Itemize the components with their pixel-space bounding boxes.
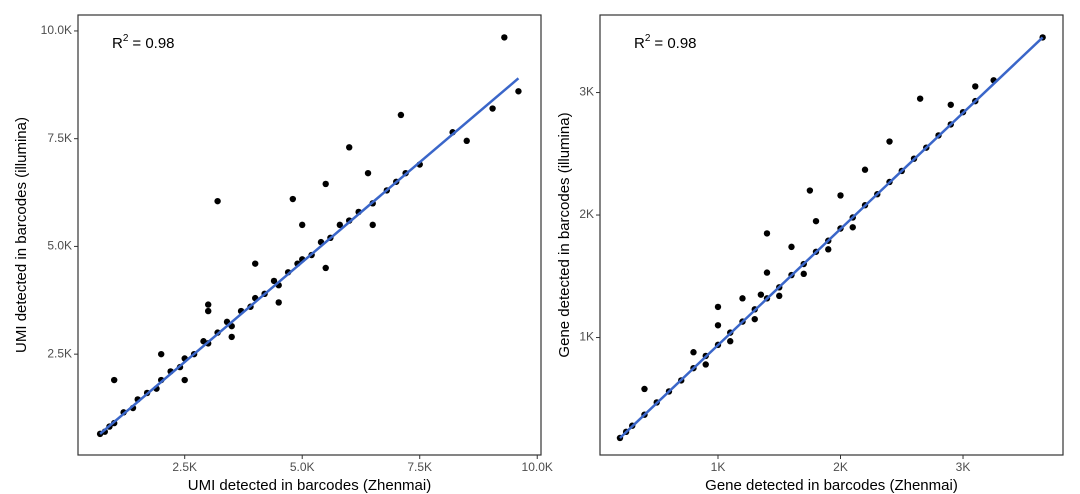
annotation-sup: 2 [123,33,129,44]
point [205,301,212,308]
x-tick-label: 3K [956,460,971,474]
point [916,95,924,102]
y-axis-title: Gene detected in barcodes (illumina) [556,112,573,357]
point [727,338,734,345]
point [886,138,893,145]
point [299,221,306,229]
x-tick-label: 2.5K [172,460,197,474]
x-tick-label: 10.0K [522,460,553,474]
annotation-rest: = 0.98 [654,35,696,52]
point [776,292,783,300]
point [849,224,856,231]
x-axis-title: UMI detected in barcodes (Zhenmai) [188,477,431,494]
point [947,101,954,108]
y-tick-label: 7.5K [47,131,72,145]
annotation: R2 = 0.98 [634,33,697,52]
annotation: R2 = 0.98 [112,33,175,52]
point [336,221,344,229]
point [812,217,820,225]
point [322,180,329,188]
annotation-base: R [112,35,123,52]
annotation-base: R [634,35,645,52]
point [751,315,758,323]
point [501,34,508,41]
point [641,385,648,393]
plot-border [77,14,542,456]
point [228,333,235,341]
panel: 1K 2K 3K 1K 2K 3K R2 = 0.98 Gene detected in bar… [556,14,1064,494]
point [800,270,807,278]
x-tick-label: 5.0K [290,460,315,474]
x-tick-label: 1K [711,460,726,474]
fit-line [99,77,520,435]
y-tick-label: 2.5K [47,346,72,360]
point [181,376,188,384]
point [788,243,795,251]
point [397,111,405,119]
point [861,166,869,173]
point [275,299,282,306]
x-tick-label: 7.5K [407,460,432,474]
point [837,192,844,199]
point [739,295,746,302]
fit-line [619,36,1044,439]
point [714,303,722,311]
point [489,105,496,112]
point [205,307,212,315]
y-tick-label: 10.0K [41,23,72,37]
point [214,197,221,205]
point [690,349,697,356]
point [289,195,297,203]
point [270,277,278,285]
y-tick-label: 5.0K [47,239,72,253]
point [763,269,771,276]
point [346,144,353,151]
annotation-rest: = 0.98 [132,35,174,52]
y-tick-label: 1K [579,330,594,344]
point [757,291,765,298]
point [110,376,118,384]
x-tick-label: 2K [833,460,848,474]
point [702,361,709,368]
point [369,221,376,229]
annotation-sup: 2 [645,33,651,44]
point [825,246,832,253]
point [463,137,470,145]
point [322,264,329,272]
y-axis-title: UMI detected in barcodes (illumina) [13,117,30,353]
y-tick-label: 3K [579,85,594,99]
point [972,83,979,90]
panel: 2.5K 5.0K 7.5K 10.0K 2.5K 5.0K 7.5K 10.0K R2 = 0.… [13,14,553,494]
x-axis-title: Gene detected in barcodes (Zhenmai) [705,477,958,494]
point [763,230,771,237]
point [157,350,165,358]
point [806,187,814,194]
point [364,169,372,177]
point [252,260,259,267]
point [714,322,722,329]
y-tick-label: 2K [579,207,594,221]
plot-border [599,14,1064,456]
point [515,88,522,95]
